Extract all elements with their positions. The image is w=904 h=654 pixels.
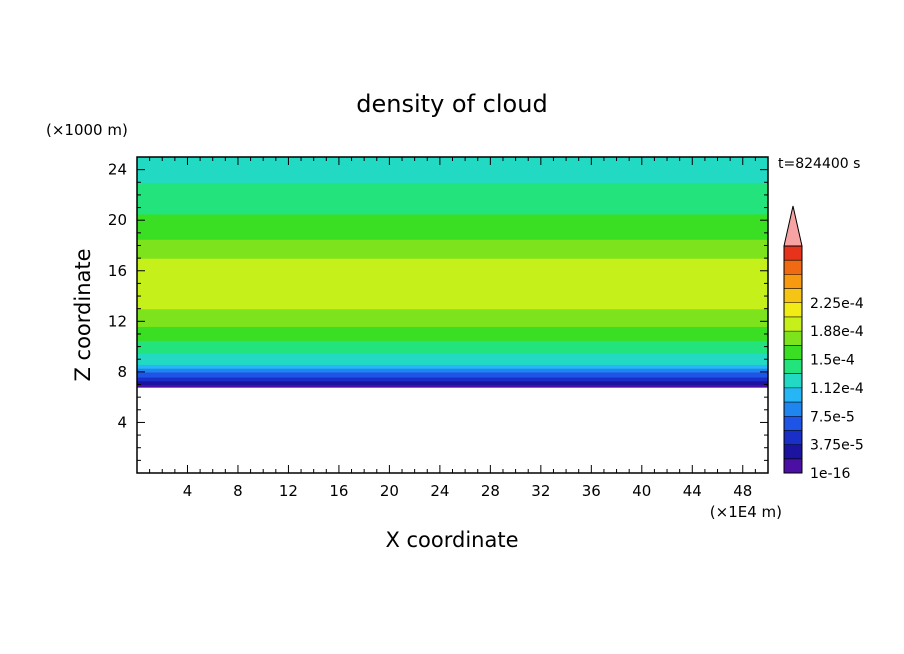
- field-band: [137, 201, 768, 215]
- x-tick-label: 8: [233, 482, 243, 500]
- field-band: [137, 364, 768, 369]
- colorbar-segment: [784, 302, 802, 318]
- colorbar-segment: [784, 416, 802, 431]
- x-tick-label: 28: [481, 482, 500, 500]
- x-tick-label: 16: [329, 482, 348, 500]
- field-band: [137, 384, 768, 388]
- field-band: [137, 371, 768, 378]
- x-tick-label: 12: [279, 482, 298, 500]
- colorbar-segment: [784, 331, 802, 346]
- time-label: t=824400 s: [778, 156, 860, 172]
- x-tick-label: 40: [632, 482, 651, 500]
- colorbar-tick-label: 1.12e-4: [810, 381, 864, 397]
- y-tick-label: 24: [108, 161, 127, 179]
- density-field: [137, 157, 768, 388]
- field-band: [137, 248, 768, 259]
- colorbar-segment: [784, 387, 802, 403]
- x-tick-label: 24: [430, 482, 449, 500]
- colorbar-segment: [784, 274, 802, 289]
- field-band: [137, 317, 768, 327]
- y-tick-label: 12: [108, 312, 127, 330]
- colorbar-extend-triangle: [783, 205, 803, 247]
- colorbar-segment: [784, 345, 802, 360]
- x-tick-label: 20: [380, 482, 399, 500]
- field-band: [137, 157, 768, 183]
- colorbar-segment: [784, 458, 802, 474]
- chart-title: density of cloud: [356, 90, 547, 118]
- field-band: [137, 380, 768, 386]
- colorbar-tick-label: 7.5e-5: [810, 409, 855, 425]
- field-band: [137, 182, 768, 202]
- y-axis-ticks: 4 8 12 16 20 24: [108, 161, 768, 461]
- y-tick-label: 8: [117, 363, 127, 381]
- field-band: [137, 308, 768, 319]
- field-band: [137, 258, 768, 272]
- field-band: [137, 213, 768, 228]
- colorbar-tick-label: 1e-16: [810, 466, 850, 482]
- colorbar-tick-label: 3.75e-5: [810, 438, 864, 454]
- x-tick-label: 32: [531, 482, 550, 500]
- field-band: [137, 376, 768, 382]
- x-axis-ticks: 4 8 12 16 20 24 28 32 36 40 44 48: [149, 157, 756, 500]
- field-band: [137, 340, 768, 348]
- colorbar-segment: [784, 359, 802, 374]
- colorbar-tick-label: 2.25e-4: [810, 296, 864, 312]
- y-tick-label: 16: [108, 262, 127, 280]
- field-band: [137, 226, 768, 240]
- colorbar-segment: [784, 260, 802, 275]
- field-band: [137, 368, 768, 373]
- field-band: [137, 270, 768, 297]
- colorbar-segment: [784, 402, 802, 417]
- colorbar-segment: [784, 316, 802, 332]
- y-tick-label: 20: [108, 211, 127, 229]
- field-band: [137, 352, 768, 360]
- x-tick-label: 48: [733, 482, 752, 500]
- field-band: [137, 346, 768, 354]
- colorbar-segment: [784, 246, 802, 261]
- colorbar-tick-label: 1.5e-4: [810, 353, 855, 369]
- colorbar-tick-label: 1.88e-4: [810, 324, 864, 340]
- colorbar-segment: [784, 444, 802, 460]
- field-band: [137, 326, 768, 335]
- y-tick-label: 4: [117, 413, 127, 431]
- field-band: [137, 239, 768, 249]
- colorbar-segment: [784, 373, 802, 389]
- x-axis-label: X coordinate: [385, 528, 518, 552]
- field-band: [137, 333, 768, 341]
- colorbar-segment: [784, 430, 802, 445]
- y-unit-label: (×1000 m): [46, 121, 128, 139]
- field-band: [137, 296, 768, 310]
- x-tick-label: 44: [683, 482, 702, 500]
- colorbar-segment: [784, 288, 802, 304]
- x-tick-label: 4: [183, 482, 193, 500]
- x-unit-label: (×1E4 m): [710, 503, 782, 521]
- y-axis-label: Z coordinate: [71, 248, 95, 381]
- field-band: [137, 359, 768, 365]
- x-tick-label: 36: [582, 482, 601, 500]
- colorbar: 1e-16 3.75e-5 7.5e-5 1.12e-4 1.5e-4 1.88e-4 2.…: [783, 205, 864, 482]
